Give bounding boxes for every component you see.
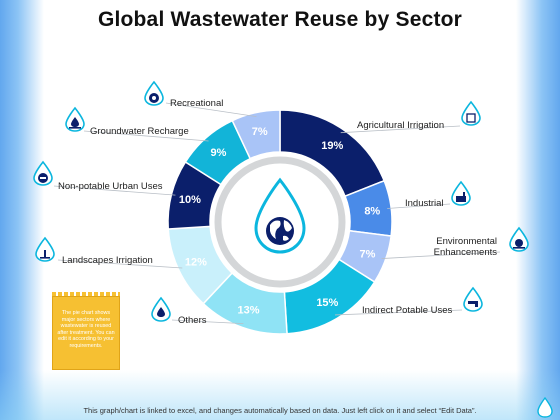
label-industrial: Industrial <box>405 198 444 209</box>
value-label-environmental-enhancements: 7% <box>360 249 376 261</box>
value-label-landscapes-irrigation: 12% <box>185 257 207 269</box>
value-label-others: 13% <box>237 305 259 317</box>
water-drop-level-icon <box>65 106 85 132</box>
connector-landscapes-irrigation <box>57 259 183 269</box>
globe-hand-drop-icon <box>509 226 529 252</box>
field-drop-icon <box>461 100 481 126</box>
connector-environmental-enhancements <box>381 251 501 259</box>
chart-center <box>210 152 350 292</box>
inner-ring <box>214 156 346 288</box>
connector-agricultural-irrigation <box>340 125 461 134</box>
page-title: Global Wastewater Reuse by Sector <box>97 8 463 31</box>
corner-drop-icon <box>537 396 553 418</box>
sticky-note: The pie chart shows major sectors where … <box>52 296 120 370</box>
label-recreational: Recreational <box>170 98 224 109</box>
globe-water-drop-icon <box>254 177 306 254</box>
value-label-groundwater-recharge: 9% <box>211 147 227 159</box>
label-non-potable-urban-uses: Non-potable Urban Uses <box>58 181 163 192</box>
connector-indirect-potable-uses <box>334 309 463 316</box>
label-groundwater-recharge: Groundwater Recharge <box>90 126 189 137</box>
car-drop-icon <box>33 160 53 186</box>
connector-others <box>171 319 244 325</box>
value-label-agricultural-irrigation: 19% <box>321 140 343 152</box>
label-environmental-enhancements: Environmental Enhancements <box>433 236 497 258</box>
plant-drop-icon <box>35 236 55 262</box>
connector-groundwater-recharge <box>83 130 209 142</box>
label-connectors <box>53 102 501 325</box>
drop-icon <box>151 296 171 322</box>
value-label-indirect-potable-uses: 15% <box>316 297 338 309</box>
label-indirect-potable-uses: Indirect Potable Uses <box>362 305 453 316</box>
value-labels: 19% 8% 7% 15% 13% 12% 10% 9% 7% <box>179 126 381 316</box>
value-label-recreational: 7% <box>252 126 268 138</box>
note-torn-edge <box>52 292 120 298</box>
value-label-non-potable-urban-uses: 10% <box>179 194 201 206</box>
faucet-drop-icon <box>463 286 483 312</box>
footer-note: This graph/chart is linked to excel, and… <box>83 406 477 415</box>
label-others: Others <box>178 315 207 326</box>
connector-recreational <box>165 102 257 117</box>
connector-non-potable-urban-uses <box>53 185 176 196</box>
connector-industrial <box>387 203 451 209</box>
bottom-gradient <box>0 370 560 420</box>
swimmer-drop-icon <box>144 80 164 106</box>
value-label-industrial: 8% <box>364 205 380 217</box>
factory-drop-icon <box>451 180 471 206</box>
label-landscapes-irrigation: Landscapes Irrigation <box>62 255 153 266</box>
label-agricultural-irrigation: Agricultural Irrigation <box>357 120 445 131</box>
